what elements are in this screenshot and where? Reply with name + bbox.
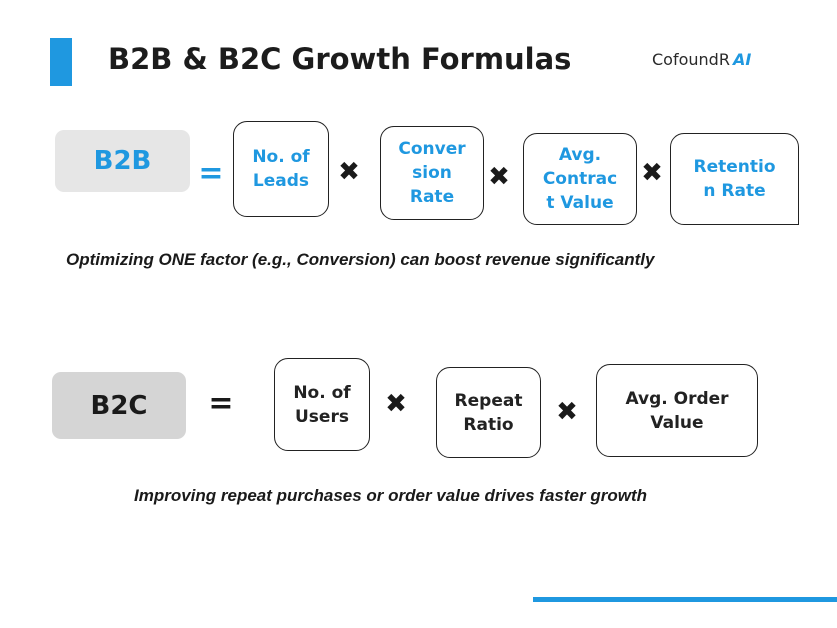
factor-label: Conver sion Rate — [398, 139, 466, 207]
title-accent-bar — [50, 38, 72, 86]
multiply-icon: ✖ — [338, 157, 360, 187]
multiply-icon: ✖ — [641, 158, 663, 188]
b2b-factor-conversion-rate: Conver sion Rate — [380, 126, 484, 220]
multiply-icon: ✖ — [385, 389, 407, 419]
brand-suffix: AI — [732, 50, 752, 69]
multiply-icon: ✖ — [556, 397, 578, 427]
page-title: B2B & B2C Growth Formulas — [108, 42, 572, 76]
b2b-factor-leads: No. of Leads — [233, 121, 329, 217]
multiply-icon: ✖ — [488, 162, 510, 192]
factor-label: No. of Users — [293, 382, 351, 427]
b2b-note: Optimizing ONE factor (e.g., Conversion)… — [66, 250, 655, 269]
b2b-factor-avg-contract-value: Avg. Contrac t Value — [523, 133, 637, 225]
brand-name: CofoundR — [652, 50, 730, 69]
b2c-note: Improving repeat purchases or order valu… — [134, 486, 647, 505]
b2b-equals-sign: = — [198, 155, 224, 191]
b2c-factor-repeat-ratio: Repeat Ratio — [436, 367, 541, 458]
factor-label: No. of Leads — [252, 147, 310, 191]
factor-label: Repeat Ratio — [454, 390, 523, 435]
brand-logo: CofoundR AI — [652, 50, 751, 69]
b2b-tag: B2B — [55, 130, 190, 192]
b2c-tag: B2C — [52, 372, 186, 439]
b2c-equals-sign: = — [208, 385, 234, 421]
factor-label: Retentio n Rate — [693, 157, 776, 201]
footer-accent-line — [533, 597, 837, 602]
b2c-factor-users: No. of Users — [274, 358, 370, 451]
factor-label: Avg. Contrac t Value — [542, 145, 618, 213]
b2b-factor-retention-rate: Retentio n Rate — [670, 133, 799, 225]
factor-label: Avg. Order Value — [625, 388, 729, 433]
b2c-factor-avg-order-value: Avg. Order Value — [596, 364, 758, 457]
